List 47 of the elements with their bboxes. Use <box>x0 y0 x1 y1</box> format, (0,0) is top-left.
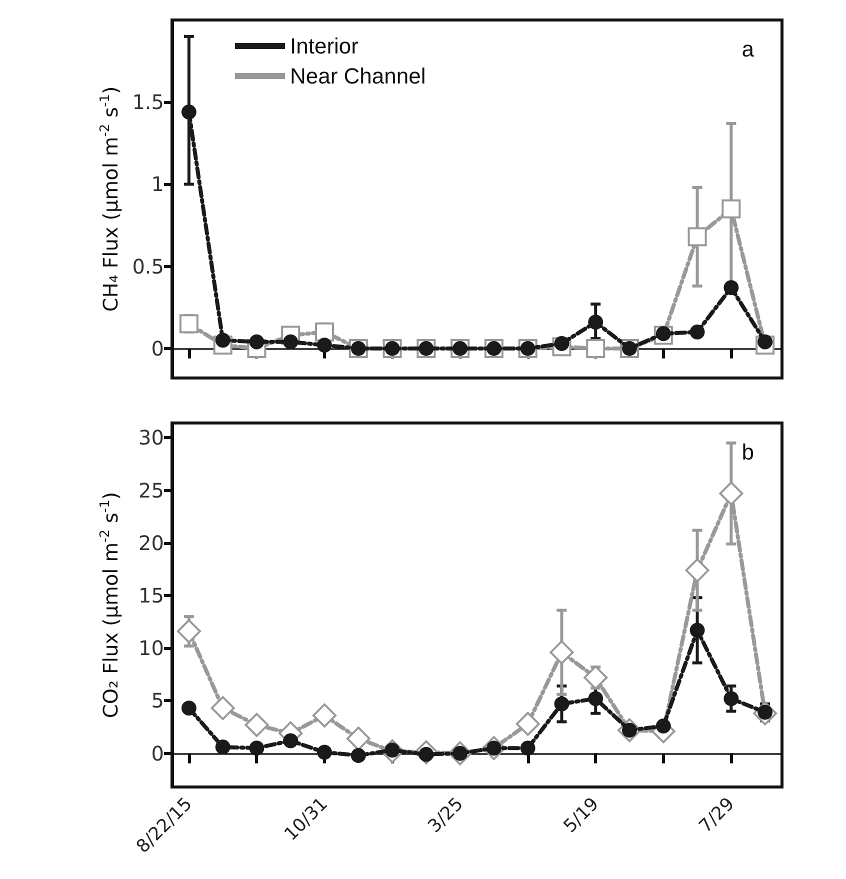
point <box>520 740 536 756</box>
point <box>719 481 744 506</box>
point <box>317 338 332 353</box>
y-tick-label: 10 <box>138 636 164 660</box>
y-tick-label: 0 <box>151 741 164 766</box>
y-tick-label: 25 <box>138 478 164 502</box>
point <box>181 104 196 120</box>
point <box>312 703 336 728</box>
point <box>724 691 739 706</box>
y-tick-label: 1.5 <box>132 90 164 114</box>
y-tick-label: 30 <box>138 426 164 450</box>
point <box>315 322 334 342</box>
y-axis-title: CH₄ Flux (µmol m-2 s-1) <box>98 86 122 312</box>
point <box>690 324 705 340</box>
point <box>724 280 739 296</box>
point <box>588 314 604 330</box>
y-tick-label: 20 <box>138 530 164 555</box>
y-tick-label: 0 <box>151 336 164 360</box>
point <box>350 748 366 763</box>
point <box>179 314 198 334</box>
point <box>249 740 264 756</box>
legend-label: Interior <box>290 34 358 58</box>
y-axis-title: CO₂ Flux (µmol m-2 s-1) <box>98 492 122 718</box>
point <box>215 740 230 755</box>
point <box>283 733 298 748</box>
point <box>722 199 741 218</box>
point <box>656 718 671 734</box>
point <box>317 744 332 760</box>
point <box>181 700 196 716</box>
point <box>688 227 707 246</box>
point <box>588 691 604 706</box>
point <box>685 558 710 582</box>
annotation: a <box>742 36 755 62</box>
y-tick-label: 15 <box>138 584 164 608</box>
point <box>244 712 269 737</box>
point <box>550 640 574 664</box>
y-tick-label: 0.5 <box>132 254 164 278</box>
point <box>690 622 705 638</box>
y-tick-label: 5 <box>151 688 164 713</box>
point <box>516 712 540 736</box>
legend-label: Near Channel <box>290 64 426 88</box>
point <box>176 619 201 644</box>
point <box>210 696 235 720</box>
point <box>554 696 570 712</box>
y-tick-label: 1 <box>151 172 164 196</box>
point <box>584 666 608 690</box>
annotation: b <box>742 440 754 464</box>
